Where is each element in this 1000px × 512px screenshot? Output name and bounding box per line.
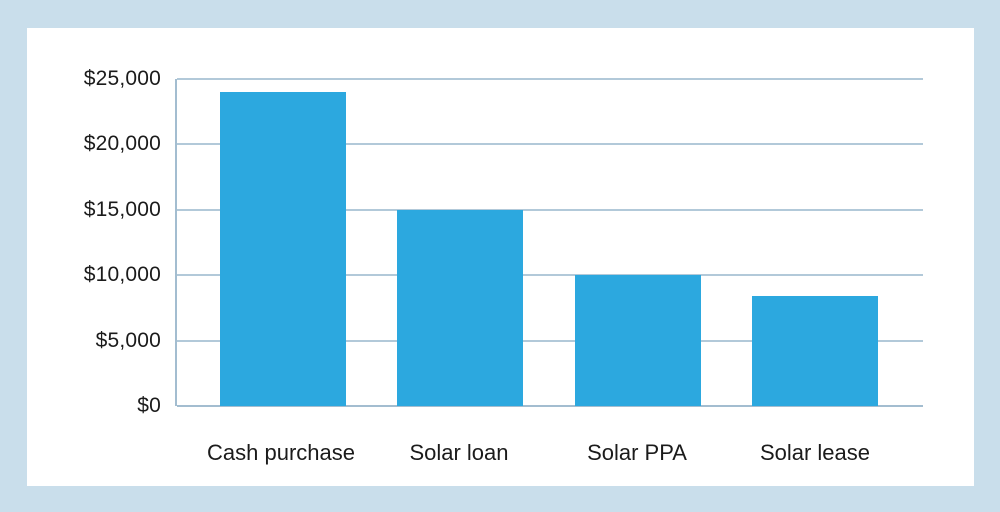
y-axis: $0 $5,000 $10,000 $15,000 $20,000 $25,000 xyxy=(27,67,161,417)
gridline xyxy=(177,339,923,342)
gridline xyxy=(177,208,923,211)
plot-area xyxy=(175,78,923,407)
gridline xyxy=(177,143,923,146)
gridline xyxy=(177,78,923,80)
bar-solar-loan xyxy=(397,209,524,406)
y-axis-tick-label: $15,000 xyxy=(83,197,161,221)
bars-layer xyxy=(177,79,923,406)
x-axis-category-label: Solar loan xyxy=(409,440,509,465)
x-axis-category-label: Solar lease xyxy=(759,440,871,465)
x-axis-category-label: Solar PPA xyxy=(587,440,687,465)
y-axis-tick-label: $25,000 xyxy=(83,67,161,90)
bar-cash-purchase xyxy=(219,92,346,406)
bar-band xyxy=(727,79,905,406)
bar-solar-ppa xyxy=(574,275,701,406)
bar-band xyxy=(194,79,372,406)
y-axis-tick-label: $20,000 xyxy=(83,132,161,156)
x-axis-baseline xyxy=(177,405,923,407)
y-axis-tick-label: $10,000 xyxy=(83,263,161,287)
y-axis-tick-label: $5,000 xyxy=(95,328,161,352)
bar-solar-lease xyxy=(752,296,879,406)
bar-band xyxy=(549,79,727,406)
x-axis-category-label: Cash purchase xyxy=(207,440,355,465)
bar-band xyxy=(372,79,550,406)
gridline xyxy=(177,274,923,277)
x-axis: Cash purchase Solar loan Solar PPA Solar le… xyxy=(175,440,923,470)
y-axis-tick-label: $0 xyxy=(137,394,161,417)
chart-panel: $0 $5,000 $10,000 $15,000 $20,000 $25,000 Cas… xyxy=(27,28,974,486)
